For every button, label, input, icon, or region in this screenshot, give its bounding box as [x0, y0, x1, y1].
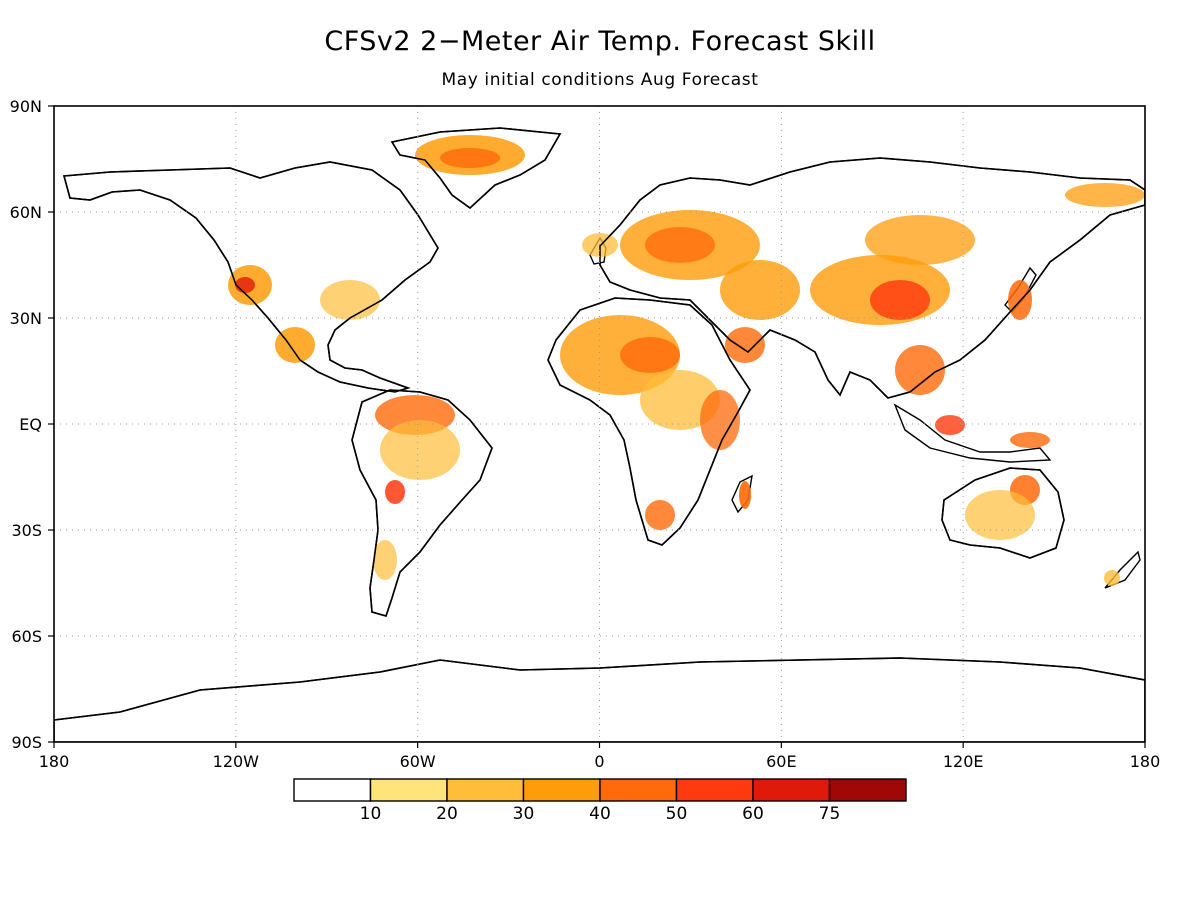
colorbar: 10 20 30 40 50 60 75	[293, 778, 907, 824]
colorbar-swatch	[522, 778, 601, 802]
colorbar-label: 30	[513, 804, 535, 824]
lon-tick-label: 60W	[400, 752, 436, 771]
indonesia	[893, 403, 1052, 463]
colorbar-label: 10	[360, 804, 382, 824]
lon-tick-label: 120W	[213, 752, 260, 771]
colorbar-swatch	[293, 778, 372, 802]
lon-tick-label: 120E	[943, 752, 984, 771]
colorbar-swatch	[675, 778, 754, 802]
lat-tick-label: 90S	[11, 733, 42, 752]
lat-tick-label: 60S	[11, 627, 42, 646]
lon-tick-labels: 180 120W 60W 0 60E 120E 180	[39, 742, 1161, 771]
colorbar-label: 50	[666, 804, 688, 824]
skill-shading	[228, 135, 1145, 586]
map-subtitle: May initial conditions Aug Forecast	[441, 70, 759, 90]
lat-tick-label: 30S	[11, 521, 42, 540]
colorbar-swatch	[828, 778, 907, 802]
colorbar-label: 60	[742, 804, 764, 824]
colorbar-label: 40	[589, 804, 611, 824]
colorbar-label: 20	[436, 804, 458, 824]
colorbar-swatch	[369, 778, 448, 802]
lat-tick-label: 60N	[10, 203, 42, 222]
lon-tick-label: 180	[1130, 752, 1161, 771]
gridlines	[54, 106, 1145, 742]
map-title: CFSv2 2−Meter Air Temp. Forecast Skill	[324, 26, 876, 57]
lat-tick-labels: 90N 60N 30N EQ 30S 60S 90S	[10, 97, 54, 752]
colorbar-swatch	[599, 778, 678, 802]
land-layer	[54, 127, 1145, 742]
colorbar-swatch	[446, 778, 525, 802]
lon-tick-label: 0	[594, 752, 604, 771]
lon-tick-label: 60E	[766, 752, 796, 771]
lat-tick-label: 90N	[10, 97, 42, 116]
lon-tick-label: 180	[39, 752, 70, 771]
coastlines	[54, 127, 1145, 721]
lat-tick-label: EQ	[19, 415, 42, 434]
colorbar-label: 75	[819, 804, 841, 824]
lat-tick-label: 30N	[10, 309, 42, 328]
colorbar-swatch	[752, 778, 831, 802]
